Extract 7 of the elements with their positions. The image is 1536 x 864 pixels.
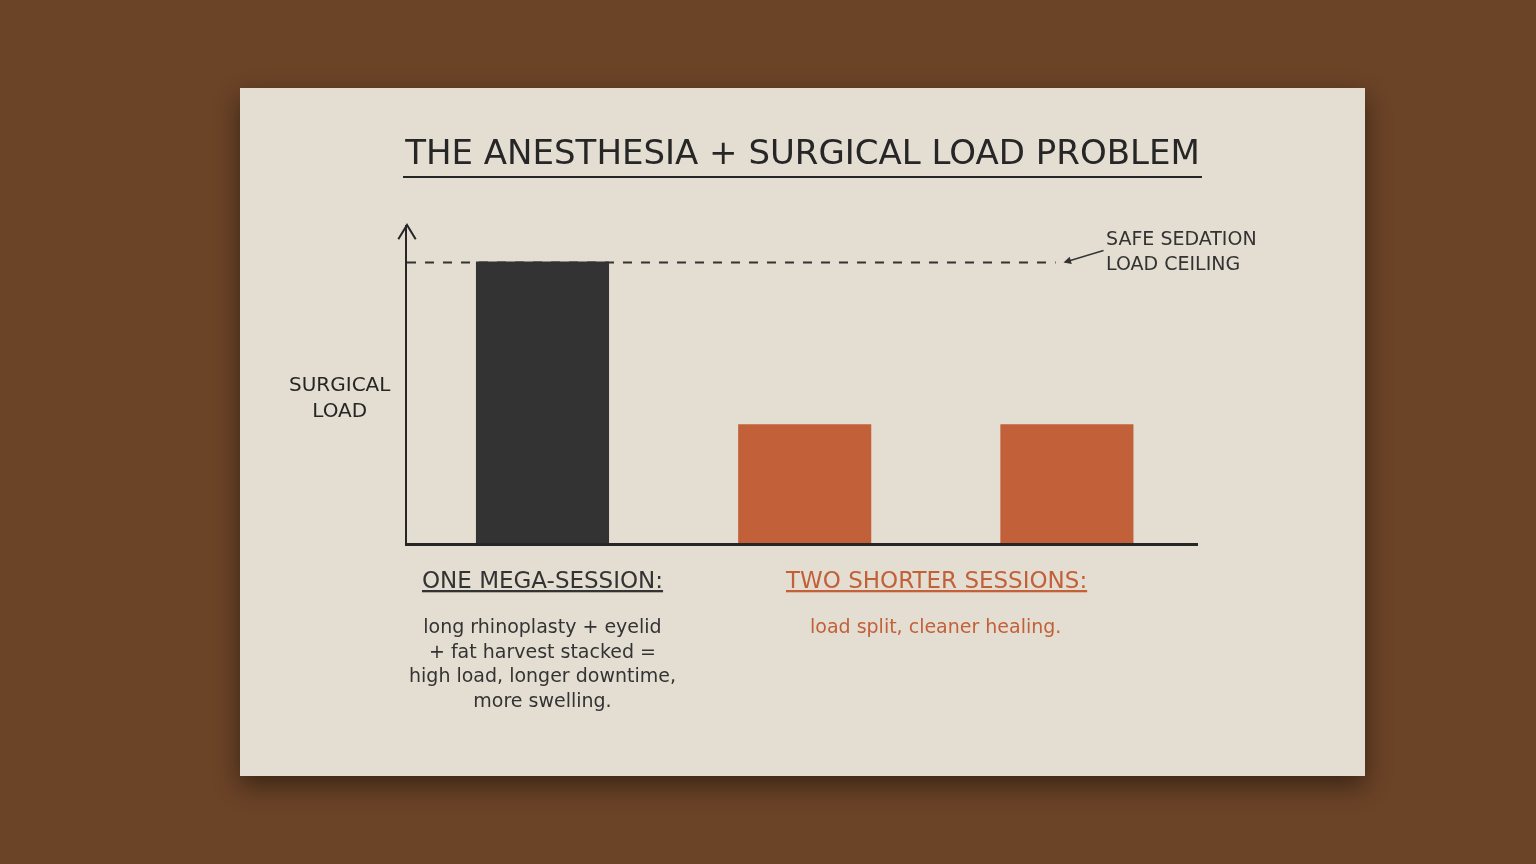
ref-line-label: SAFE SEDATION LOAD CEILING [1106,227,1257,274]
text: long rhinoplasty + eyelid + fat harvest stacked = high load, longer downtime, more swelling. [409,615,676,712]
text: ONE MEGA-SESSION: [422,567,664,593]
chart-title: THE ANESTHESIA + SURGICAL LOAD PROBLEM [403,132,1202,178]
text: load split, cleaner healing. [810,615,1062,637]
y-axis-title: SURGICAL LOAD [289,372,392,422]
text: TWO SHORTER SESSIONS: [785,567,1088,593]
